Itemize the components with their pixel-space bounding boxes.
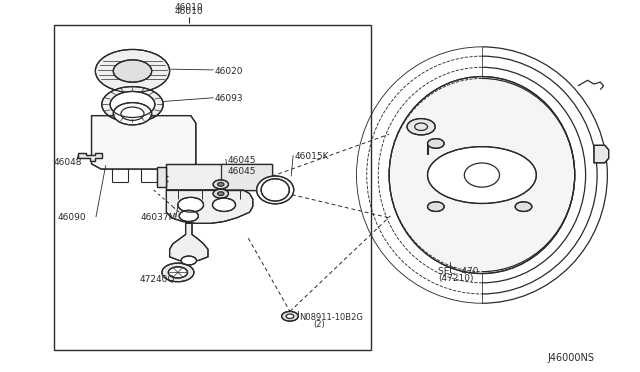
Ellipse shape bbox=[257, 176, 294, 204]
Polygon shape bbox=[78, 153, 102, 161]
Text: 46045: 46045 bbox=[227, 167, 256, 176]
Text: SEC. 470: SEC. 470 bbox=[438, 267, 479, 276]
Text: 46010: 46010 bbox=[175, 3, 203, 12]
Polygon shape bbox=[166, 190, 253, 223]
Text: 46045: 46045 bbox=[227, 156, 256, 165]
Polygon shape bbox=[221, 164, 272, 190]
Circle shape bbox=[213, 189, 228, 198]
Circle shape bbox=[110, 92, 155, 118]
Circle shape bbox=[113, 60, 152, 82]
Bar bbox=[54, 25, 371, 350]
Circle shape bbox=[213, 180, 228, 189]
Circle shape bbox=[212, 198, 236, 211]
Circle shape bbox=[168, 267, 188, 278]
Circle shape bbox=[95, 49, 170, 93]
Text: 46010: 46010 bbox=[175, 7, 203, 16]
Circle shape bbox=[102, 87, 163, 122]
Circle shape bbox=[428, 202, 444, 211]
Circle shape bbox=[162, 263, 194, 282]
Ellipse shape bbox=[261, 179, 289, 201]
Text: 46020: 46020 bbox=[214, 67, 243, 76]
Circle shape bbox=[218, 192, 224, 196]
Text: (2): (2) bbox=[314, 320, 325, 329]
Polygon shape bbox=[594, 145, 609, 163]
Circle shape bbox=[282, 311, 298, 321]
Circle shape bbox=[286, 314, 294, 318]
Circle shape bbox=[407, 119, 435, 135]
Polygon shape bbox=[110, 105, 155, 116]
Text: J46000NS: J46000NS bbox=[547, 353, 594, 363]
Circle shape bbox=[113, 103, 152, 125]
Polygon shape bbox=[170, 223, 208, 260]
Bar bbox=[166, 164, 272, 190]
Circle shape bbox=[428, 139, 444, 148]
Ellipse shape bbox=[389, 77, 575, 273]
Polygon shape bbox=[92, 116, 196, 169]
Circle shape bbox=[181, 256, 196, 265]
Text: 46048: 46048 bbox=[53, 158, 82, 167]
Polygon shape bbox=[157, 167, 166, 187]
Circle shape bbox=[178, 198, 204, 212]
Text: 46037M: 46037M bbox=[141, 213, 177, 222]
Text: 47240Q: 47240Q bbox=[140, 275, 175, 284]
Text: 46093: 46093 bbox=[214, 94, 243, 103]
Text: N08911-10B2G: N08911-10B2G bbox=[300, 312, 364, 321]
Bar bbox=[166, 164, 272, 190]
Circle shape bbox=[515, 202, 532, 211]
Text: (47210): (47210) bbox=[438, 274, 474, 283]
Ellipse shape bbox=[428, 147, 536, 203]
Circle shape bbox=[218, 183, 224, 186]
Text: 46015K: 46015K bbox=[294, 152, 329, 161]
Text: 46090: 46090 bbox=[58, 213, 86, 222]
Circle shape bbox=[179, 210, 198, 221]
